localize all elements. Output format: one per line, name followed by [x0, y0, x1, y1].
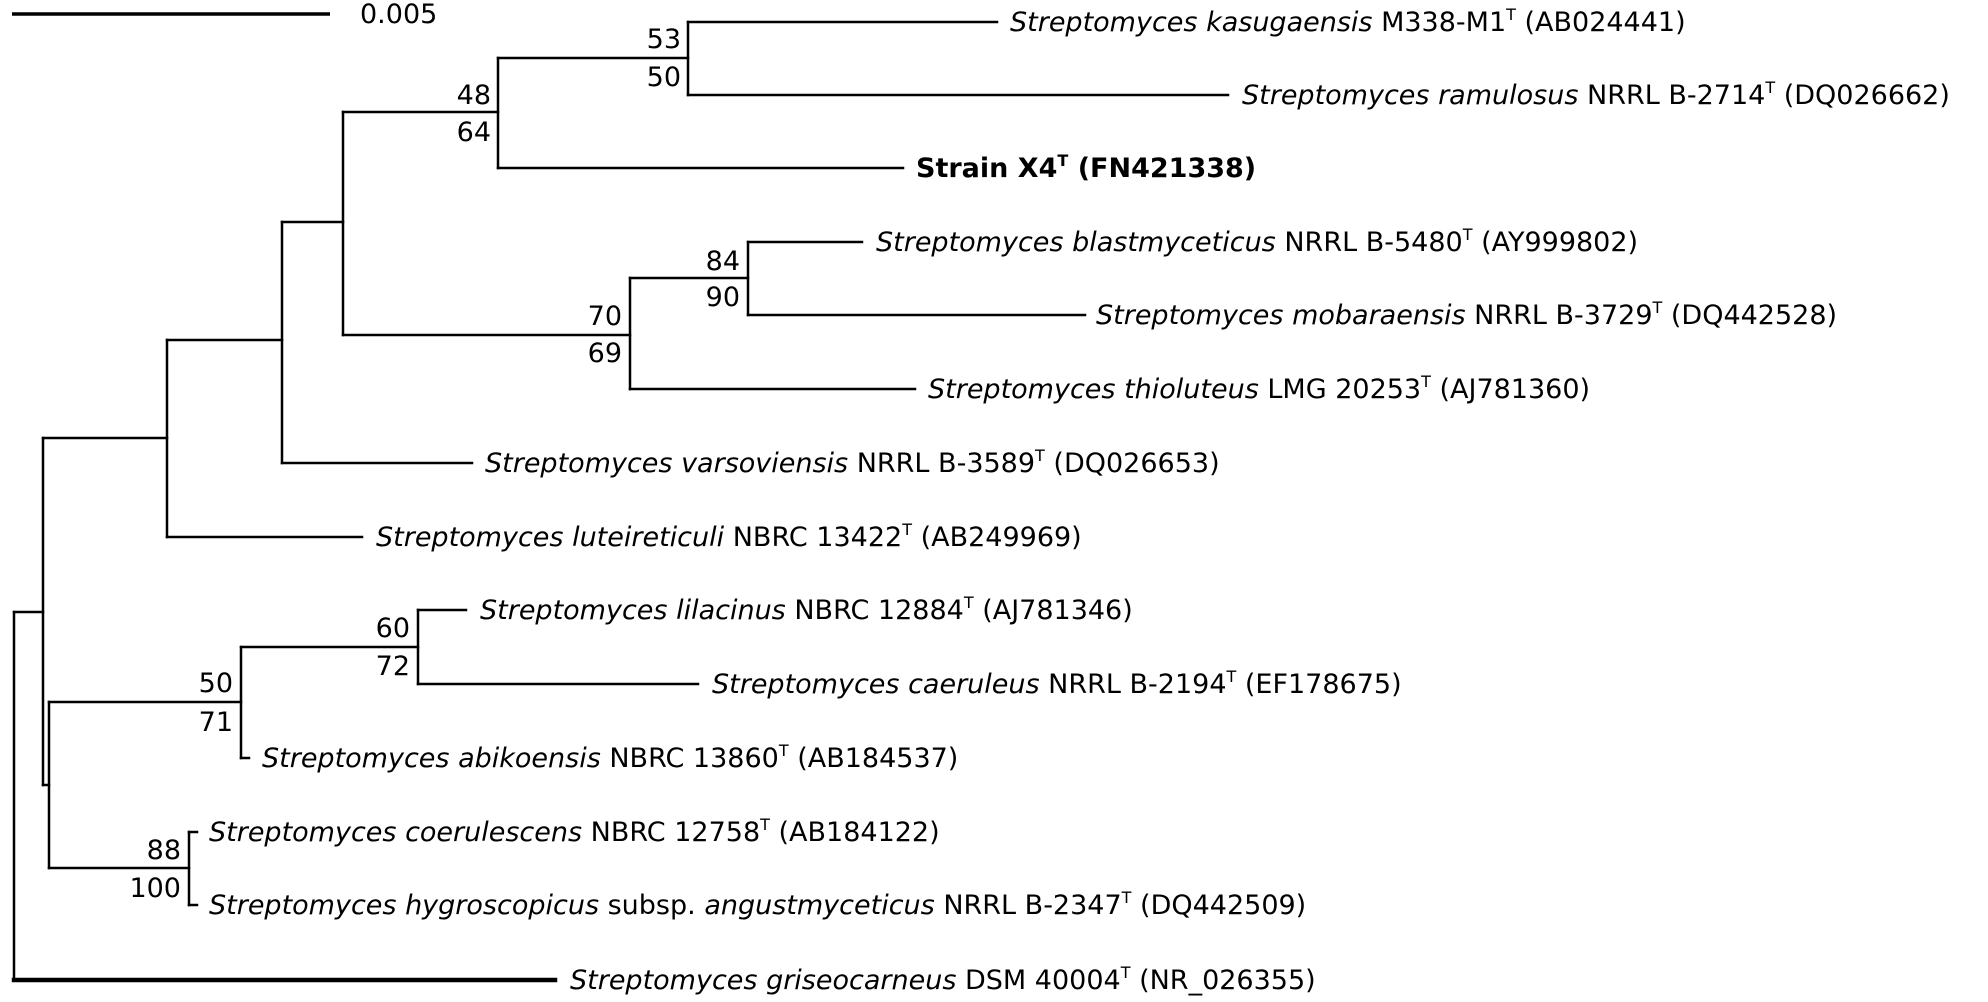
bootstrap-top: 60	[376, 613, 410, 644]
scale-bar-label: 0.005	[360, 0, 437, 30]
taxon-label-strain-x4: Strain X4T (FN421338)	[916, 151, 1256, 184]
taxon-label-blastmyceticus: Streptomyces blastmyceticus NRRL B-5480T…	[876, 225, 1638, 258]
taxon-label-ramulosus: Streptomyces ramulosus NRRL B-2714T (DQ0…	[1242, 78, 1950, 111]
bootstrap-top: 50	[199, 668, 233, 699]
bootstrap-top: 88	[147, 835, 181, 866]
taxon-label-kasugaensis: Streptomyces kasugaensis M338-M1T (AB024…	[1010, 5, 1686, 38]
bootstrap-bottom: 90	[706, 282, 740, 313]
bootstrap-top: 48	[457, 80, 491, 111]
bootstrap-top: 84	[706, 246, 740, 277]
taxon-label-luteireticuli: Streptomyces luteireticuli NBRC 13422T (…	[376, 520, 1082, 553]
taxon-label-mobaraensis: Streptomyces mobaraensis NRRL B-3729T (D…	[1096, 298, 1837, 331]
bootstrap-bottom: 64	[457, 117, 491, 148]
taxon-label-hygroscopicus: Streptomyces hygroscopicus subsp. angust…	[209, 888, 1306, 921]
bootstrap-bottom: 69	[588, 338, 622, 369]
taxon-label-coerulescens: Streptomyces coerulescens NBRC 12758T (A…	[209, 815, 940, 848]
taxon-label-caeruleus: Streptomyces caeruleus NRRL B-2194T (EF1…	[712, 667, 1402, 700]
bootstrap-top: 53	[647, 24, 681, 55]
taxon-label-thioluteus: Streptomyces thioluteus LMG 20253T (AJ78…	[928, 372, 1590, 405]
bootstrap-bottom: 72	[376, 651, 410, 682]
bootstrap-bottom: 71	[199, 707, 233, 738]
bootstrap-bottom: 50	[647, 62, 681, 93]
taxon-label-varsoviensis: Streptomyces varsoviensis NRRL B-3589T (…	[485, 446, 1220, 479]
taxon-label-griseocarneus: Streptomyces griseocarneus DSM 40004T (N…	[570, 963, 1316, 996]
bootstrap-bottom: 100	[129, 873, 181, 904]
taxon-label-lilacinus: Streptomyces lilacinus NBRC 12884T (AJ78…	[480, 593, 1133, 626]
bootstrap-top: 70	[588, 301, 622, 332]
taxon-label-abikoensis: Streptomyces abikoensis NBRC 13860T (AB1…	[262, 741, 958, 774]
